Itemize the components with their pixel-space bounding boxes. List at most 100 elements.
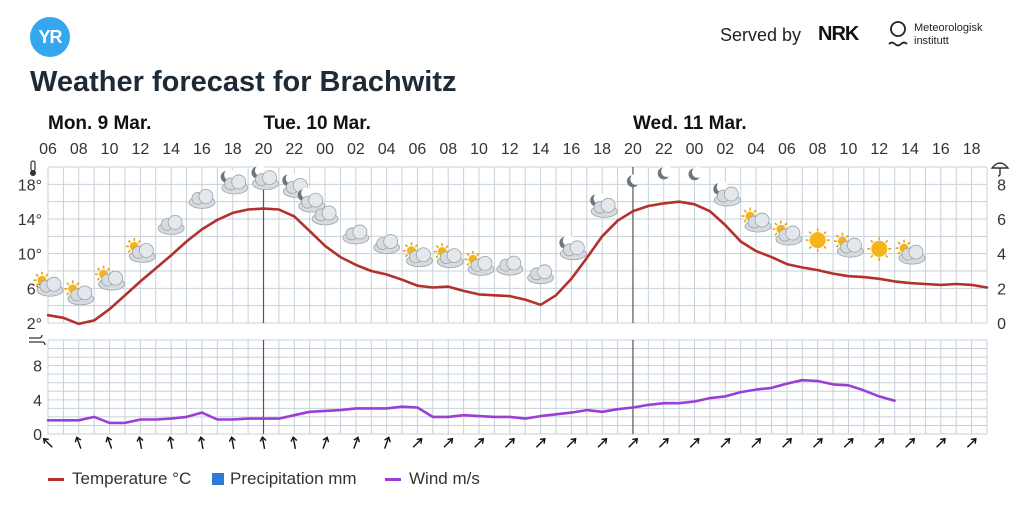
wind-arrow-head	[74, 436, 82, 443]
met-institute-logo[interactable]: Meteorologisk institutt	[914, 22, 982, 48]
partly-cloudy-night-icon	[220, 169, 249, 195]
thermometer-bulb	[30, 170, 36, 176]
wind-arrows	[42, 435, 977, 450]
sun-ray	[823, 231, 827, 235]
hour-tick-label: 00	[686, 141, 704, 158]
wind-swatch	[385, 477, 401, 481]
sun-ray	[435, 245, 439, 249]
sun-ray	[743, 209, 747, 213]
partly-cloudy-day-icon	[433, 243, 464, 269]
wind-arrow-shaft	[566, 438, 576, 448]
clear-night-icon	[657, 165, 673, 180]
cloud-shape	[754, 212, 770, 228]
sun-ray	[76, 282, 80, 286]
partly-cloudy-night-icon	[297, 187, 326, 213]
wind-arrow	[751, 437, 762, 448]
wind-arrow-shaft	[905, 438, 915, 448]
moon-shadow	[301, 187, 313, 199]
partly-cloudy-night-icon	[590, 192, 618, 218]
cloud-shape	[167, 214, 183, 230]
wind-arrow-shaft	[107, 438, 113, 449]
partly-cloudy-day-icon	[95, 265, 125, 291]
wind-tick-label: 4	[33, 393, 42, 410]
hour-tick-label: 16	[932, 141, 950, 158]
wind-arrow-head	[816, 437, 823, 444]
hour-tick-label: 06	[39, 141, 57, 158]
cloudy-icon	[188, 188, 216, 209]
cloudy-icon	[311, 205, 339, 226]
cloud-shape	[383, 234, 399, 249]
sun-ray	[823, 245, 827, 250]
moon-shadow	[593, 192, 605, 204]
wind-arrow-head	[662, 437, 669, 444]
sun-ray	[808, 231, 812, 235]
wind-arrow-head	[970, 437, 977, 444]
wind-arrow	[535, 437, 546, 448]
umbrella-canopy	[990, 162, 1010, 169]
legend-wind-label: Wind m/s	[409, 469, 480, 488]
sun-ray	[897, 251, 901, 255]
moon-shadow	[716, 181, 728, 193]
wind-arrow	[597, 437, 608, 448]
sun-ray	[835, 234, 840, 238]
sun-ray	[774, 232, 778, 236]
wind-arrow-head	[939, 437, 946, 444]
wind-arrow	[259, 435, 267, 450]
wind-arrow-head	[322, 436, 330, 443]
weather-icons	[33, 165, 926, 306]
sun-icon	[805, 228, 830, 253]
moon-shadow	[630, 173, 642, 185]
hour-tick-label: 22	[285, 141, 303, 158]
sun-ray	[127, 239, 132, 244]
thermometer-stem	[30, 160, 36, 172]
wind-arrow-shaft	[628, 438, 638, 448]
hour-tick-label: 10	[470, 141, 488, 158]
sun-ray	[743, 219, 747, 223]
hour-tick-label: 18	[224, 141, 242, 158]
wind-arrow-head	[570, 437, 577, 444]
partly-cloudy-day-icon	[64, 280, 95, 306]
wind-arrow-head	[353, 436, 361, 443]
wind-arrow-shaft	[353, 438, 359, 449]
cloud-shape	[477, 255, 493, 271]
wind-arrow-shaft	[812, 438, 822, 448]
cloud-shape	[600, 197, 616, 213]
wind-arrow-shaft	[200, 437, 204, 450]
precip-tick-label: 6	[997, 212, 1006, 229]
hour-tick-label: 12	[131, 141, 149, 158]
clear-night-icon	[688, 166, 704, 181]
wind-arrow-head	[105, 436, 113, 443]
moon-shadow	[224, 169, 236, 181]
wind-arrow	[566, 437, 577, 448]
wind-arrow-head	[847, 437, 854, 444]
day-label: Tue. 10 Mar.	[264, 113, 371, 134]
cloud-shape	[262, 170, 277, 186]
wind-arrow	[74, 436, 82, 449]
sun-ray	[66, 282, 70, 286]
hour-tick-label: 04	[378, 141, 396, 158]
wind-arrow	[905, 437, 916, 448]
wind-arrow	[720, 437, 731, 448]
wind-arrow-shaft	[138, 437, 143, 450]
legend-wind[interactable]: Wind m/s	[385, 469, 480, 489]
legend-precipitation[interactable]: Precipitation mm	[212, 469, 357, 489]
wind-arrow-shaft	[231, 437, 235, 450]
hour-tick-label: 10	[840, 141, 858, 158]
thermometer-icon	[30, 160, 36, 176]
sun-ray	[96, 277, 101, 281]
partly-cloudy-day-icon	[895, 239, 926, 265]
wind-arrow-head	[693, 437, 700, 444]
cloud-shape	[785, 225, 801, 241]
sun-ray	[445, 245, 449, 249]
partly-cloudy-day-icon	[464, 250, 495, 276]
cloud-shape	[108, 270, 123, 286]
temperature-series-line	[46, 200, 989, 326]
wind-arrow-shaft	[751, 438, 761, 448]
yr-logo[interactable]: YR	[30, 17, 70, 57]
legend-temperature[interactable]: Temperature °C	[48, 469, 191, 489]
wind-arrow-shaft	[936, 438, 945, 448]
nrk-logo[interactable]: NRK	[818, 23, 859, 45]
wind-arrow-head	[786, 437, 792, 444]
hour-tick-label: 16	[562, 141, 580, 158]
cloudy-icon	[157, 214, 185, 235]
